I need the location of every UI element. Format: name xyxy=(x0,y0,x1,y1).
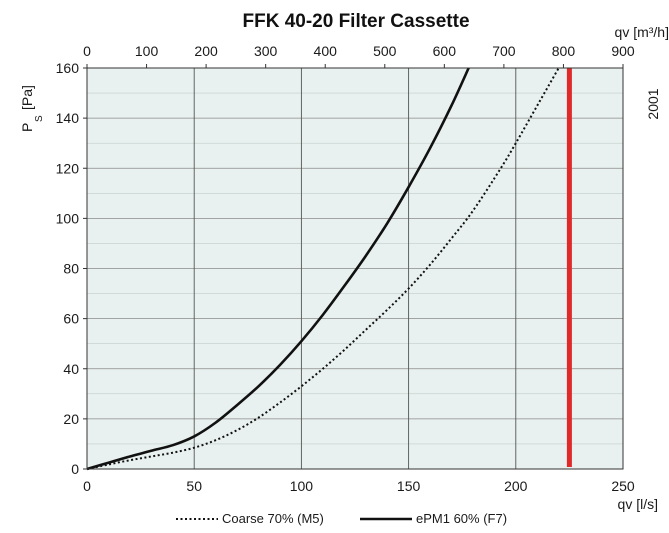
x2-tick-label: 700 xyxy=(492,43,516,59)
legend-label-epm1-f7: ePM1 60% (F7) xyxy=(416,511,507,526)
y-axis-label: P S [Pa] xyxy=(19,85,45,132)
y-tick-label: 60 xyxy=(63,311,79,327)
x2-tick-label: 300 xyxy=(254,43,278,59)
y-tick-label: 20 xyxy=(63,411,79,427)
x-tick-label: 50 xyxy=(186,478,202,494)
chart-title: FFK 40-20 Filter Cassette xyxy=(242,11,469,32)
legend-label-coarse-m5: Coarse 70% (M5) xyxy=(222,511,324,526)
x-axis-label: qv [l/s] xyxy=(618,496,658,512)
x-tick-label: 250 xyxy=(611,478,635,494)
x-tick-label: 0 xyxy=(83,478,91,494)
side-note: 2001 xyxy=(645,88,661,119)
x2-tick-label: 800 xyxy=(552,43,576,59)
series-line-epm1-f7 xyxy=(86,67,470,471)
legend: Coarse 70% (M5) ePM1 60% (F7) xyxy=(176,511,507,526)
y-tick-label: 160 xyxy=(56,60,80,76)
y-tick-labels: 0 20 40 60 80 100 120 140 160 xyxy=(56,60,87,477)
y-tick-label: 0 xyxy=(71,461,79,477)
x-tick-labels: 0 50 100 150 200 250 xyxy=(83,478,635,494)
series-line-coarse-m5 xyxy=(86,67,560,470)
y-axis-label-subscript: S xyxy=(34,115,45,122)
x2-tick-label: 900 xyxy=(611,43,635,59)
x-tick-label: 200 xyxy=(504,478,528,494)
x2-tick-label: 0 xyxy=(83,43,91,59)
y-tick-label: 100 xyxy=(56,210,80,226)
x2-tick-labels: 0 100 200 300 400 500 600 700 800 900 xyxy=(83,43,635,68)
x-tick-label: 100 xyxy=(290,478,314,494)
y-tick-label: 80 xyxy=(63,261,79,277)
x2-tick-label: 500 xyxy=(373,43,397,59)
x2-tick-label: 200 xyxy=(194,43,218,59)
y-tick-label: 120 xyxy=(56,160,80,176)
y-tick-label: 140 xyxy=(56,110,80,126)
x2-tick-label: 400 xyxy=(314,43,338,59)
y-tick-label: 40 xyxy=(63,361,79,377)
y-axis-label-symbol: P xyxy=(19,123,35,132)
x2-tick-label: 100 xyxy=(135,43,159,59)
y-axis-label-unit: [Pa] xyxy=(19,85,35,110)
series-layer xyxy=(86,67,560,471)
x2-axis-label: qv [m³/h] xyxy=(615,24,669,40)
x2-tick-label: 600 xyxy=(433,43,457,59)
x-tick-label: 150 xyxy=(397,478,421,494)
